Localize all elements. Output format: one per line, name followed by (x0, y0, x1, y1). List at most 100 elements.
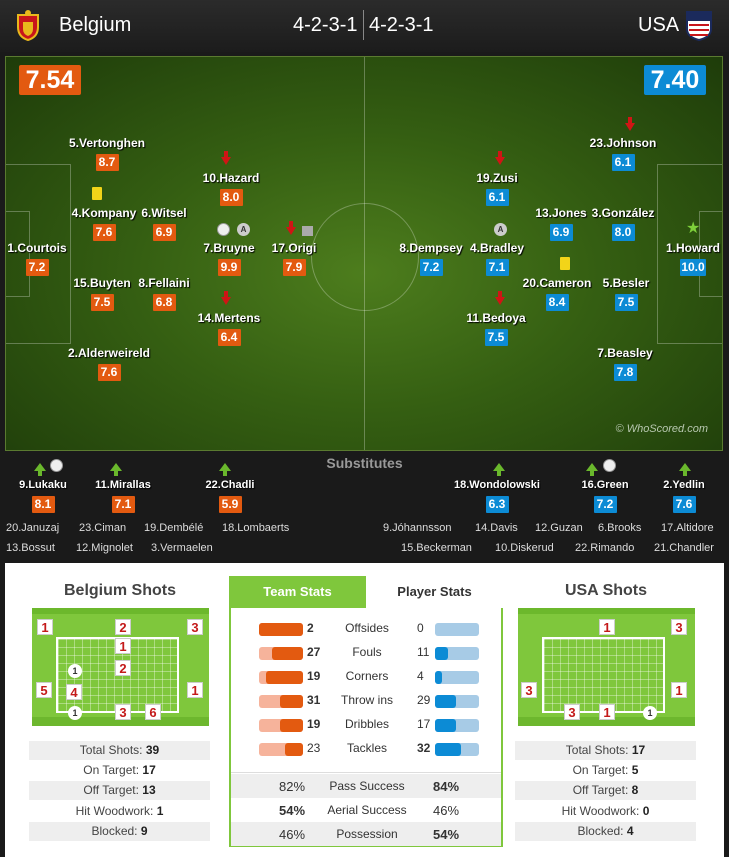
sub-green[interactable]: 16.Green 7.2 (581, 479, 629, 513)
player-bradley[interactable]: 4.Bradley 7.1 (469, 241, 525, 276)
belgium-crest-icon (17, 10, 39, 41)
player-buyten[interactable]: 15.Buyten 7.5 (73, 276, 131, 311)
player-gonzalez[interactable]: 3.González 8.0 (591, 206, 655, 241)
sub-chadli[interactable]: 22.Chadli 5.9 (205, 479, 255, 513)
goal-ball-icon (50, 458, 63, 474)
bench-player[interactable]: 14.Davis (475, 522, 518, 534)
player-dempsey[interactable]: 8.Dempsey 7.2 (399, 241, 463, 276)
shot-count-box: 3 (115, 704, 131, 720)
away-penalty-area (657, 164, 722, 344)
goal-ball-icon: 1 (68, 664, 82, 678)
bench-player[interactable]: 23.Ciman (79, 522, 127, 534)
bench-player[interactable]: 15.Beckerman (401, 542, 472, 554)
home-shots-goal-map: 1 2 1 3 2 5 4 1 3 6 1 1 (32, 608, 209, 726)
bench-player[interactable]: 10.Diskerud (495, 542, 554, 554)
home-stat-value: 31 (307, 693, 321, 707)
player-bruyne[interactable]: 7.Bruyne 9.9 (203, 241, 255, 276)
player-johnson[interactable]: 23.Johnson 6.1 (589, 136, 657, 171)
home-stat-bar (259, 743, 303, 756)
player-howard[interactable]: 1.Howard 10.0 (665, 241, 720, 276)
bench-player[interactable]: 22.Rimando (575, 542, 635, 554)
player-beasley[interactable]: 7.Beasley 7.8 (597, 346, 653, 381)
player-zusi[interactable]: 19.Zusi 6.1 (476, 171, 518, 206)
sub-on-arrow-icon (219, 459, 231, 476)
shot-count-box: 1 (37, 619, 53, 635)
bench-player[interactable]: 6.Brooks (598, 522, 642, 534)
player-fellaini[interactable]: 8.Fellaini 6.8 (138, 276, 190, 311)
home-stat-fill (271, 647, 303, 660)
home-stat-fill (280, 695, 303, 708)
usa-crest-icon (686, 11, 712, 41)
sub-yedlin[interactable]: 2.Yedlin 7.6 (663, 479, 705, 513)
away-stat-fill (435, 647, 448, 660)
away-shot-stat: Blocked: 4 (515, 822, 696, 841)
home-stat-value: 19 (307, 717, 321, 731)
home-shots-title: Belgium Shots (63, 582, 176, 599)
bench-player[interactable]: 13.Bossut (6, 542, 55, 554)
home-goal-area (6, 211, 30, 297)
away-stat-fill (435, 671, 443, 684)
home-shot-stat: Hit Woodwork: 1 (29, 802, 210, 821)
tab-player-stats[interactable]: Player Stats (366, 576, 503, 608)
player-hazard[interactable]: 10.Hazard 8.0 (202, 171, 260, 206)
team-stat-row: 31 Throw ins 29 (231, 690, 501, 714)
shot-count-box: 1 (671, 682, 687, 698)
pct-stat-label: Pass Success (329, 779, 405, 793)
bench-player[interactable]: 18.Lombaerts (222, 522, 290, 534)
player-jones[interactable]: 13.Jones 6.9 (535, 206, 587, 241)
player-witsel[interactable]: 6.Witsel 6.9 (141, 206, 187, 241)
player-bedoya[interactable]: 11.Bedoya 7.5 (466, 311, 526, 346)
sub-wondolowski[interactable]: 18.Wondolowski 6.3 (454, 479, 540, 513)
away-pct-value: 84% (433, 779, 460, 794)
sub-mirallas[interactable]: 11.Mirallas 7.1 (95, 479, 151, 513)
home-penalty-area (6, 164, 71, 344)
bench-player[interactable]: 17.Altidore (661, 522, 714, 534)
player-kompany[interactable]: 4.Kompany 7.6 (71, 206, 137, 241)
player-courtois[interactable]: 1.Courtois 7.2 (7, 241, 67, 276)
stat-label: Offsides (345, 621, 389, 635)
team-stat-row: 19 Dribbles 17 (231, 714, 501, 738)
tab-team-stats[interactable]: Team Stats (229, 576, 366, 608)
away-stat-value: 32 (417, 741, 431, 755)
away-stat-value: 29 (417, 693, 431, 707)
bench-player[interactable]: 19.Dembélé (144, 522, 204, 534)
player-cameron[interactable]: 20.Cameron 8.4 (522, 276, 592, 311)
shot-count-box: 6 (145, 704, 161, 720)
home-stat-bar (259, 695, 303, 708)
player-alderweireld[interactable]: 2.Alderweireld 7.6 (67, 346, 151, 381)
pct-stat-row: 54% Aerial Success 46% (231, 798, 501, 822)
bench-player[interactable]: 12.Guzan (535, 522, 583, 534)
home-team-rating: 7.54 (19, 65, 81, 95)
bench-player[interactable]: 20.Januzaj (6, 522, 60, 534)
stat-label: Tackles (346, 741, 387, 755)
home-stat-bar (259, 647, 303, 660)
pct-stat-label: Possession (336, 827, 398, 841)
away-stat-fill (435, 695, 457, 708)
bench-player[interactable]: 3.Vermaelen (151, 542, 213, 554)
home-shot-stat: Total Shots: 39 (29, 741, 210, 760)
shot-count-box: 3 (671, 619, 687, 635)
player-mertens[interactable]: 14.Mertens 6.4 (197, 311, 261, 346)
stat-label: Throw ins (340, 693, 393, 707)
player-besler[interactable]: 5.Besler 7.5 (602, 276, 650, 311)
player-origi[interactable]: 17.Origi 7.9 (271, 241, 317, 276)
bench-player[interactable]: 9.Jóhannsson (383, 522, 452, 534)
bench-player[interactable]: 12.Mignolet (76, 542, 133, 554)
away-shots-goal-map: 1 3 3 1 3 1 1 (518, 608, 695, 726)
home-shot-stat: Blocked: 9 (29, 822, 210, 841)
away-pct-value: 46% (433, 803, 460, 818)
away-stat-bar (435, 719, 479, 732)
away-shots-title: USA Shots (564, 582, 648, 599)
team-stat-row: 2 Offsides 0 (231, 618, 501, 642)
man-of-match-star-icon: ★ (686, 220, 701, 237)
bench-player[interactable]: 21.Chandler (654, 542, 714, 554)
home-shot-stat: Off Target: 13 (29, 781, 210, 800)
sub-off-arrow-icon (286, 221, 296, 239)
substitutes-title: Substitutes (326, 455, 403, 471)
home-stat-fill (279, 719, 303, 732)
sub-on-arrow-icon (34, 459, 46, 476)
sub-lukaku[interactable]: 9.Lukaku 8.1 (19, 479, 67, 513)
home-stat-value: 19 (307, 669, 321, 683)
away-team-name: USA (638, 14, 680, 36)
player-vertonghen[interactable]: 5.Vertonghen 8.7 (68, 136, 145, 171)
